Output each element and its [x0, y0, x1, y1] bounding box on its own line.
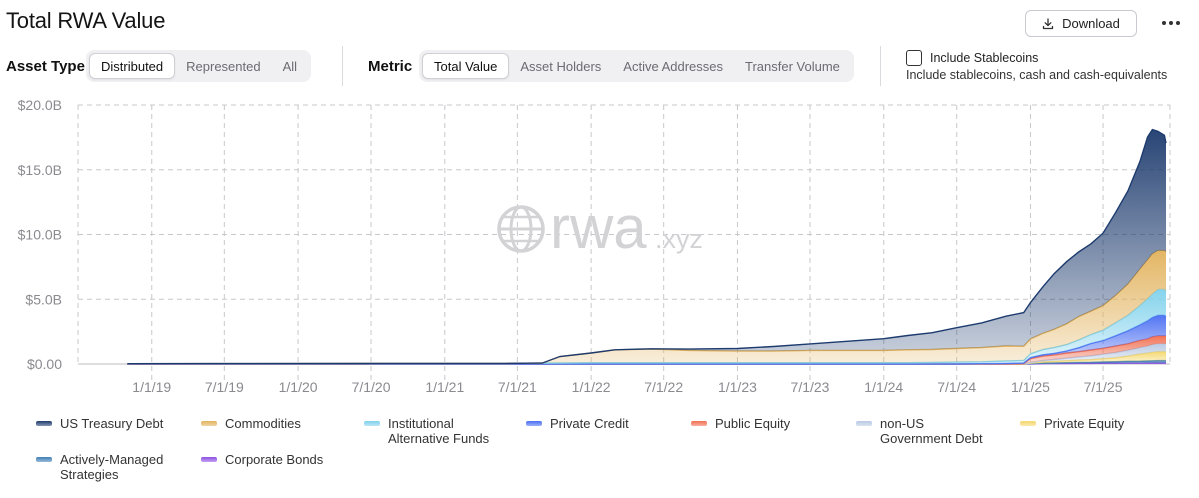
legend-swatch [36, 457, 52, 462]
y-tick-label: $10.0B [18, 227, 62, 243]
legend-label: non-US Government Debt [880, 416, 983, 446]
asset-type-selector: Distributed Represented All [86, 50, 312, 82]
more-dots-icon[interactable] [1158, 12, 1184, 34]
legend-label: Actively-Managed Strategies [60, 452, 164, 482]
asset-type-all[interactable]: All [282, 58, 298, 74]
x-tick-label: 1/1/22 [572, 379, 611, 395]
legend-item-corp_bonds[interactable]: Corporate Bonds [201, 452, 323, 467]
include-stablecoins-label[interactable]: Include Stablecoins [930, 51, 1039, 65]
x-tick-label: 7/1/23 [791, 379, 830, 395]
y-tick-label: $15.0B [18, 162, 62, 178]
x-tick-label: 1/1/23 [718, 379, 757, 395]
legend-item-public_equity[interactable]: Public Equity [691, 416, 790, 431]
include-stablecoins-description: Include stablecoins, cash and cash-equiv… [906, 68, 1168, 82]
legend-item-private_credit[interactable]: Private Credit [526, 416, 629, 431]
metric-label: Metric [368, 58, 413, 75]
legend-label: Private Equity [1044, 416, 1125, 431]
y-tick-label: $5.0B [25, 291, 62, 307]
metric-transfer-volume[interactable]: Transfer Volume [745, 58, 840, 74]
y-tick-label: $20.0B [18, 97, 62, 113]
asset-type-represented[interactable]: Represented [186, 58, 261, 74]
legend-label: Private Credit [550, 416, 629, 431]
legend-swatch [1020, 421, 1036, 426]
x-tick-label: 7/1/25 [1084, 379, 1123, 395]
x-tick-label: 1/1/20 [279, 379, 318, 395]
watermark-suffix: .xyz [655, 224, 703, 254]
download-button[interactable]: Download [1025, 10, 1137, 37]
asset-type-label: Asset Type [6, 58, 85, 75]
legend-swatch [201, 421, 217, 426]
rwa-area-chart: rwa .xyz $0.00 $5.0B $10.0B $15.0B $20.0B 1/1… [18, 97, 1171, 395]
x-tick-label: 1/1/21 [425, 379, 464, 395]
legend-label: US Treasury Debt [60, 416, 164, 431]
legend-item-private_equity[interactable]: Private Equity [1020, 416, 1124, 431]
x-tick-label: 1/1/25 [1011, 379, 1050, 395]
x-tick-label: 7/1/20 [352, 379, 391, 395]
legend-swatch [364, 421, 380, 426]
line-commodities [127, 249, 1167, 365]
area-private_equity [127, 351, 1166, 364]
legend-label: Institutional Alternative Funds [388, 416, 490, 446]
chart-legend: US Treasury Debt Commodities Institutional… [36, 416, 1196, 496]
metric-asset-holders[interactable]: Asset Holders [520, 58, 602, 74]
y-tick-label: $0.00 [27, 356, 62, 372]
legend-item-commodities[interactable]: Commodities [201, 416, 301, 431]
metric-active-addresses[interactable]: Active Addresses [623, 58, 723, 74]
watermark-text: rwa [550, 194, 647, 261]
x-tick-label: 1/1/24 [864, 379, 903, 395]
page-title: Total RWA Value [6, 8, 166, 33]
line-us_treasury [127, 128, 1167, 365]
x-tick-label: 7/1/19 [205, 379, 244, 395]
legend-item-active_mgd[interactable]: Actively-Managed Strategies [36, 452, 163, 482]
rwa-watermark: rwa .xyz [497, 194, 703, 261]
download-label: Download [1062, 16, 1120, 31]
x-tick-label: 7/1/21 [498, 379, 537, 395]
legend-label: Public Equity [715, 416, 791, 431]
legend-item-us_treasury[interactable]: US Treasury Debt [36, 416, 163, 431]
asset-type-distributed[interactable]: Distributed [89, 53, 176, 79]
include-stablecoins-checkbox[interactable] [906, 50, 922, 66]
globe-icon [497, 205, 545, 253]
legend-swatch [36, 421, 52, 426]
legend-item-inst_alt[interactable]: Institutional Alternative Funds [364, 416, 489, 446]
metric-selector: Total Value Asset Holders Active Address… [419, 50, 854, 82]
divider [342, 46, 343, 86]
legend-item-nonus_gov[interactable]: non-US Government Debt [856, 416, 983, 446]
legend-swatch [201, 457, 217, 462]
legend-label: Commodities [225, 416, 301, 431]
legend-swatch [691, 421, 707, 426]
x-tick-label: 1/1/19 [132, 379, 171, 395]
x-tick-label: 7/1/24 [937, 379, 976, 395]
download-icon [1042, 17, 1054, 29]
x-tick-label: 7/1/22 [644, 379, 683, 395]
metric-total-value[interactable]: Total Value [422, 53, 510, 79]
legend-label: Corporate Bonds [225, 452, 324, 467]
legend-swatch [856, 421, 872, 426]
divider [880, 46, 881, 86]
legend-swatch [526, 421, 542, 426]
